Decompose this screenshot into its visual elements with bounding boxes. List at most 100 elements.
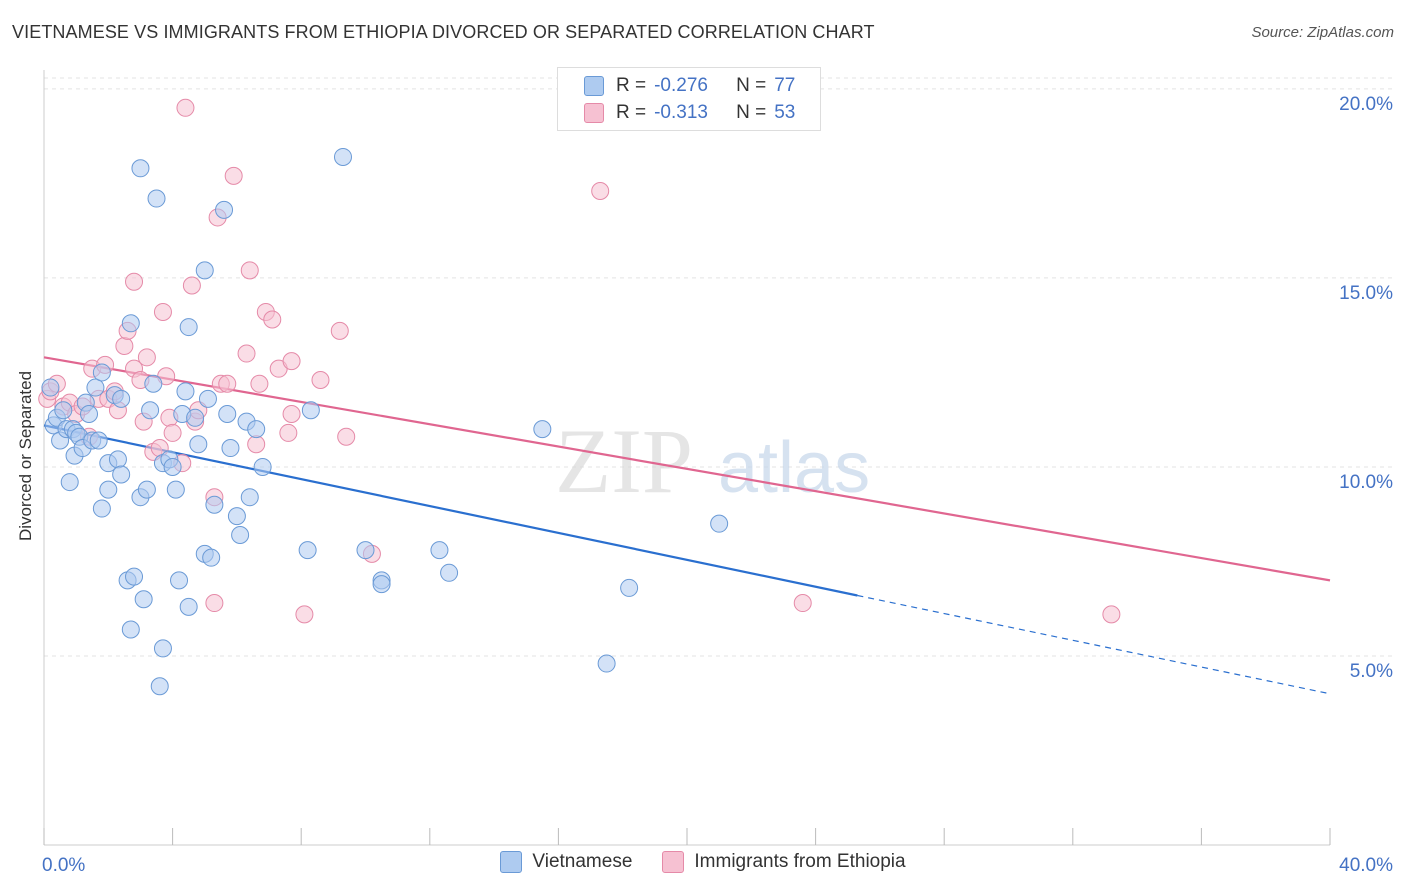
data-point-ethiopia: [163, 423, 182, 442]
data-point-vietnamese: [301, 401, 320, 420]
data-point-vietnamese: [99, 480, 118, 499]
data-point-vietnamese: [150, 677, 169, 696]
series-legend: Vietnamese Immigrants from Ethiopia: [0, 851, 1406, 873]
y-tick-label: 10.0%: [1339, 472, 1393, 493]
data-point-vietnamese: [253, 457, 272, 476]
data-point-ethiopia: [250, 374, 269, 393]
series-legend-vietnamese: Vietnamese: [500, 851, 632, 873]
data-point-vietnamese: [86, 378, 105, 397]
data-point-vietnamese: [166, 480, 185, 499]
data-point-ethiopia: [218, 374, 237, 393]
data-point-vietnamese: [54, 401, 73, 420]
data-point-vietnamese: [121, 314, 140, 333]
data-point-vietnamese: [597, 654, 616, 673]
source-note: Source: ZipAtlas.com: [1251, 24, 1394, 41]
data-point-vietnamese: [89, 431, 108, 450]
trend-line-ethiopia: [43, 356, 1331, 582]
data-point-vietnamese: [298, 541, 317, 560]
series-name-vietnamese: Vietnamese: [532, 851, 633, 872]
data-point-vietnamese: [179, 597, 198, 616]
data-point-vietnamese: [108, 450, 127, 469]
data-point-vietnamese: [240, 488, 259, 507]
data-point-vietnamese: [195, 261, 214, 280]
data-point-vietnamese: [620, 578, 639, 597]
data-point-vietnamese: [356, 541, 375, 560]
chart-title: VIETNAMESE VS IMMIGRANTS FROM ETHIOPIA D…: [12, 22, 875, 42]
legend-n-label: N =: [736, 75, 767, 96]
data-point-ethiopia: [247, 435, 266, 454]
data-point-vietnamese: [60, 473, 79, 492]
data-point-vietnamese: [125, 567, 144, 586]
legend-r-value: -0.313: [654, 102, 708, 123]
data-point-vietnamese: [141, 401, 160, 420]
trend-line-vietnamese: [43, 424, 858, 597]
data-point-vietnamese: [131, 159, 150, 178]
data-point-ethiopia: [182, 276, 201, 295]
data-point-vietnamese: [186, 408, 205, 427]
vietnamese-points: [41, 147, 729, 696]
data-point-vietnamese: [92, 363, 111, 382]
legend-r-label: R =: [616, 102, 647, 123]
series-swatch-vietnamese: [500, 851, 523, 873]
watermark: ZIP atlas: [555, 410, 870, 512]
data-point-vietnamese: [333, 147, 352, 166]
data-point-vietnamese: [121, 620, 140, 639]
data-point-ethiopia: [591, 181, 610, 200]
legend-row-ethiopia: R = -0.313 N = 53: [584, 101, 795, 125]
data-point-vietnamese: [176, 382, 195, 401]
data-point-vietnamese: [227, 507, 246, 526]
watermark-zip: ZIP: [555, 410, 693, 512]
data-point-vietnamese: [218, 405, 237, 424]
data-point-vietnamese: [231, 526, 250, 544]
data-point-vietnamese: [112, 389, 131, 408]
data-point-ethiopia: [115, 336, 134, 355]
series-legend-ethiopia: Immigrants from Ethiopia: [662, 851, 906, 873]
data-point-ethiopia: [330, 321, 349, 340]
data-point-vietnamese: [221, 439, 240, 458]
data-point-vietnamese: [153, 639, 172, 658]
data-point-vietnamese: [247, 420, 266, 439]
data-point-ethiopia: [263, 310, 282, 329]
y-tick-label: 15.0%: [1339, 283, 1393, 304]
y-tick-label: 20.0%: [1339, 94, 1393, 115]
y-tick-label: 5.0%: [1350, 661, 1393, 682]
axes: [43, 70, 1331, 846]
data-point-vietnamese: [112, 465, 131, 484]
data-point-vietnamese: [147, 189, 166, 208]
data-point-vietnamese: [202, 548, 221, 567]
data-point-ethiopia: [237, 344, 256, 363]
data-point-vietnamese: [430, 541, 449, 560]
data-point-ethiopia: [282, 405, 301, 424]
trend-line-vietnamese-extension: [857, 594, 1331, 695]
data-point-vietnamese: [41, 378, 60, 397]
data-point-ethiopia: [125, 272, 144, 291]
data-point-ethiopia: [311, 371, 330, 389]
grid-lines: [44, 77, 1395, 657]
data-point-vietnamese: [189, 435, 208, 454]
legend-n-label: N =: [736, 102, 767, 123]
data-point-vietnamese: [215, 200, 234, 219]
data-point-vietnamese: [144, 374, 163, 393]
series-swatch-ethiopia: [662, 851, 685, 873]
data-point-vietnamese: [179, 318, 198, 337]
data-point-ethiopia: [1102, 605, 1121, 624]
data-point-ethiopia: [176, 98, 195, 117]
trend-lines: [43, 356, 1331, 695]
data-point-ethiopia: [224, 166, 243, 185]
data-point-vietnamese: [710, 514, 729, 533]
legend-r-label: R =: [616, 75, 647, 96]
legend: R = -0.276 N = 77 R = -0.313 N = 53: [557, 67, 821, 131]
data-point-ethiopia: [279, 423, 298, 442]
data-point-vietnamese: [137, 480, 156, 499]
data-point-vietnamese: [80, 405, 99, 424]
x-tick-label-max: 40.0%: [1339, 855, 1393, 876]
legend-n-value: 77: [774, 75, 796, 96]
data-point-ethiopia: [137, 348, 156, 367]
legend-swatch-ethiopia: [584, 103, 604, 123]
legend-n-value: 53: [774, 102, 796, 123]
data-point-vietnamese: [163, 457, 182, 476]
data-point-ethiopia: [295, 605, 314, 624]
data-point-vietnamese: [440, 563, 459, 582]
data-point-ethiopia: [205, 594, 224, 613]
